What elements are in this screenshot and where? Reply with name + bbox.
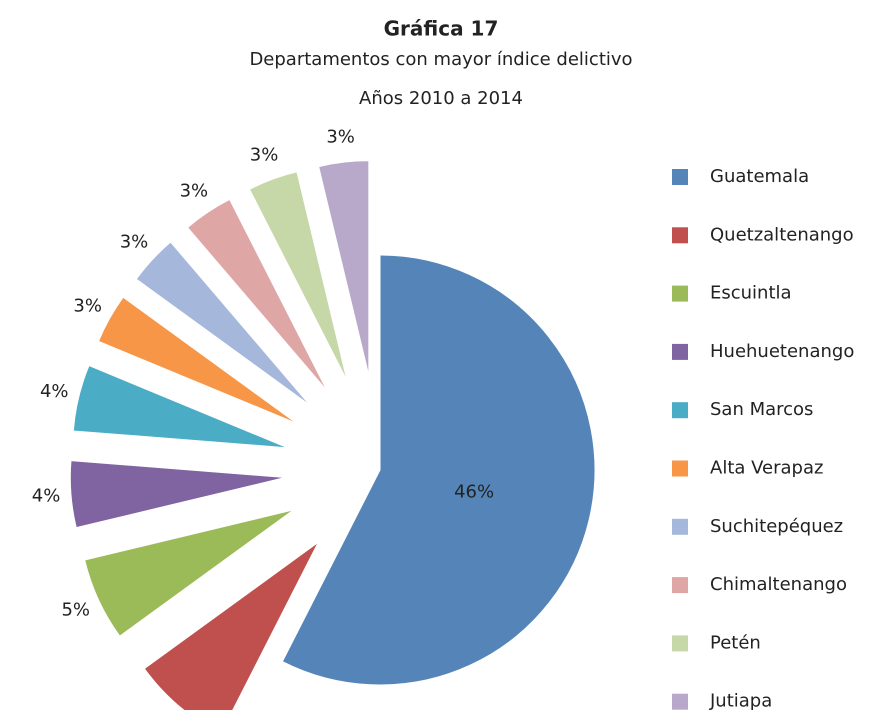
- legend-label: Alta Verapaz: [710, 458, 823, 479]
- data-label: 46%: [454, 482, 494, 503]
- chart-subtitle: Departamentos con mayor índice delictivo: [249, 49, 632, 70]
- legend-label: Jutiapa: [709, 691, 772, 710]
- pie-slice: [69, 460, 286, 529]
- legend-swatch: [672, 402, 688, 419]
- pie-slice: [143, 541, 319, 710]
- legend-swatch: [672, 169, 688, 185]
- legend-swatch: [672, 460, 688, 477]
- chart-title: Gráfica 17: [384, 17, 499, 41]
- legend-label: Huehuetenango: [710, 341, 854, 362]
- legend-swatch: [672, 518, 688, 535]
- legend-label: Escuintla: [710, 283, 792, 304]
- chart-subtitle: Años 2010 a 2014: [359, 88, 523, 109]
- pie-slice: [135, 241, 311, 406]
- pie-slice: [318, 160, 370, 376]
- data-label: 3%: [73, 295, 102, 316]
- pie-slice: [84, 509, 295, 637]
- legend-swatch: [672, 343, 688, 360]
- legend-label: Guatemala: [710, 166, 809, 187]
- pie-slice: [186, 198, 328, 392]
- data-label: 5%: [61, 599, 90, 620]
- pie-slice: [72, 364, 288, 449]
- legend-label: Suchitepéquez: [710, 516, 843, 537]
- data-label: 4%: [40, 381, 69, 402]
- pie-slice: [248, 171, 348, 382]
- legend-swatch: [672, 285, 688, 302]
- legend-swatch: [672, 635, 688, 652]
- legend-swatch: [672, 227, 688, 244]
- data-label: 4%: [32, 485, 61, 506]
- data-label: 3%: [120, 232, 149, 253]
- data-label: 3%: [250, 145, 279, 166]
- legend-label: San Marcos: [710, 399, 813, 420]
- legend-label: Petén: [710, 632, 761, 653]
- data-label: 3%: [326, 126, 355, 147]
- legend-label: Chimaltenango: [710, 574, 847, 595]
- data-label: 3%: [180, 180, 209, 201]
- legend-swatch: [672, 693, 688, 710]
- pie-slice: [281, 254, 596, 686]
- pie-slice: [97, 296, 298, 425]
- legend-swatch: [672, 577, 688, 594]
- legend-label: Quetzaltenango: [710, 224, 854, 245]
